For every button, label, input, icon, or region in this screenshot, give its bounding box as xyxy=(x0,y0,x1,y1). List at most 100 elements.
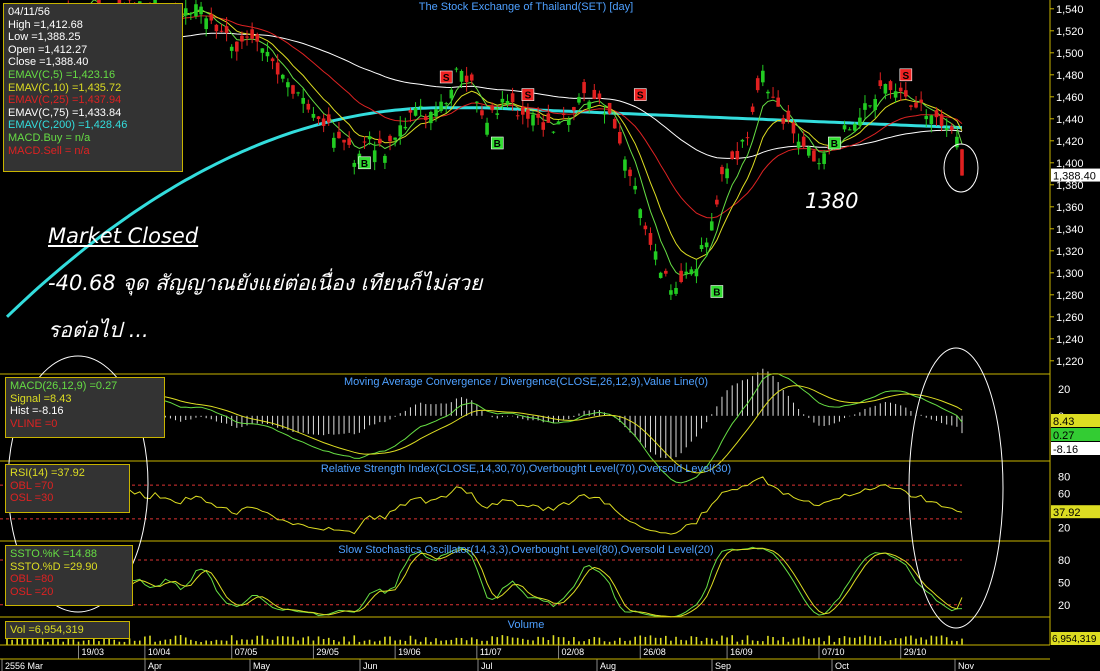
rsi-value-label: 37.92 xyxy=(1053,507,1081,519)
candle-body xyxy=(572,107,576,111)
candle-body xyxy=(669,290,673,295)
macd-title: Moving Average Convergence / Divergence(… xyxy=(344,376,708,388)
price-axis-tick: 1,280 xyxy=(1056,290,1084,302)
candle-body xyxy=(852,123,857,131)
info-rsi: RSI(14) =37.92 xyxy=(10,467,85,479)
info-k: SSTO.%K =14.88 xyxy=(10,548,97,560)
candle-body xyxy=(413,108,418,116)
annotation-line1: -40.68 จุด สัญญาณยังแย่ต่อเนื่อง เทียนก็… xyxy=(48,271,483,295)
candle-body xyxy=(904,90,908,97)
price-axis-tick: 1,320 xyxy=(1056,246,1084,258)
candle-body xyxy=(311,113,316,118)
candle-body xyxy=(863,103,867,110)
price-axis-tick: 1,440 xyxy=(1056,114,1084,126)
volume-title: Volume xyxy=(508,619,545,631)
candle-body xyxy=(454,68,459,70)
macd-value-box xyxy=(1051,428,1100,441)
month-label: Sep xyxy=(715,661,731,671)
info-macd-sell: MACD.Sell = n/a xyxy=(8,144,90,157)
axis-labels: 1,540 1,520 1,500 1,480 1,460 1,440 1,420 1,400… xyxy=(5,4,1100,671)
candle-body xyxy=(204,18,208,30)
price-axis-tick: 1,500 xyxy=(1056,48,1084,60)
candle-body xyxy=(597,93,602,99)
signal-letter: S xyxy=(902,71,909,82)
candle-body xyxy=(720,166,724,175)
panel-frames xyxy=(0,0,1051,660)
date-label: 26/08 xyxy=(643,647,666,657)
date-label: 02/08 xyxy=(562,647,585,657)
candle-body xyxy=(822,153,826,164)
price-axis-tick: 1,260 xyxy=(1056,312,1084,324)
month-label: May xyxy=(253,661,271,671)
rsi-value-box xyxy=(1051,505,1100,519)
candle-body xyxy=(653,251,658,260)
candle-body xyxy=(260,48,265,53)
candle-body xyxy=(709,221,714,231)
candle-body xyxy=(490,106,494,111)
candle-body xyxy=(541,122,546,130)
candle-body xyxy=(270,58,275,62)
price-axis-tick: 1,300 xyxy=(1056,268,1084,280)
info-rsi-osl: OSL =30 xyxy=(10,492,54,505)
date-label: 10/04 xyxy=(148,647,171,657)
candle-body xyxy=(296,92,300,94)
candle-body xyxy=(623,159,627,171)
month-label: Jul xyxy=(481,661,493,671)
candle-body xyxy=(235,41,239,52)
volume-value-label: 6,954,319 xyxy=(1052,634,1097,645)
candle-body xyxy=(352,162,357,167)
month-label: Aug xyxy=(600,661,616,671)
candle-body xyxy=(362,141,367,143)
candle-body xyxy=(592,89,597,99)
candle-body xyxy=(699,245,704,250)
candle-body xyxy=(577,97,581,103)
candle-body xyxy=(628,169,632,177)
macd-value-box xyxy=(1051,442,1100,455)
month-label: Oct xyxy=(835,661,850,671)
candle-body xyxy=(878,80,883,87)
candle-body xyxy=(612,118,617,129)
price-axis-tick: 1,240 xyxy=(1056,334,1084,346)
rsi-title: Relative Strength Index(CLOSE,14,30,70),… xyxy=(321,463,731,475)
info-vline: VLINE =0 xyxy=(10,417,58,430)
candle-body xyxy=(459,71,464,82)
info-ema10: EMAV(C,10) =1,435.72 xyxy=(8,81,122,94)
stoch-k-line xyxy=(6,546,963,618)
last-candle-circle xyxy=(943,143,979,193)
candle-body xyxy=(332,137,336,148)
rsi-axis-tick: 20 xyxy=(1058,522,1070,534)
info-close: Close =1,388.40 xyxy=(8,56,89,69)
volume-bars xyxy=(6,635,963,645)
macd-line xyxy=(6,373,963,484)
candle-body xyxy=(776,97,780,107)
candle-body xyxy=(480,110,484,116)
stochastic-lines xyxy=(0,546,963,618)
candle-body xyxy=(893,91,898,98)
candle-body xyxy=(587,101,591,109)
candle-body xyxy=(372,150,377,163)
candle-body xyxy=(418,105,423,107)
info-macd-buy: MACD.Buy = n/a xyxy=(8,131,91,144)
sell-signal-marker xyxy=(633,88,647,101)
candle-body xyxy=(536,113,540,118)
signal-letter: B xyxy=(713,288,720,299)
candle-body xyxy=(873,99,877,111)
right-indicator-ellipse xyxy=(908,347,1004,629)
candle-body xyxy=(796,141,801,148)
stoch-axis-tick: 50 xyxy=(1058,577,1070,589)
candle-body xyxy=(801,136,806,147)
macd-value-label: 8.43 xyxy=(1053,416,1074,428)
info-stoch-osl: OSL =20 xyxy=(10,585,54,598)
signal-letter: B xyxy=(831,139,838,150)
candle-body xyxy=(500,98,505,103)
candle-body xyxy=(306,103,311,110)
candle-body xyxy=(648,233,653,245)
candle-body xyxy=(485,122,489,135)
candle-body xyxy=(229,46,234,51)
candle-body xyxy=(618,132,622,144)
signal-letter: S xyxy=(443,73,450,84)
info-low: Low =1,388.25 xyxy=(8,31,81,44)
price-axis-tick: 1,360 xyxy=(1056,202,1084,214)
candle-body xyxy=(730,151,734,160)
